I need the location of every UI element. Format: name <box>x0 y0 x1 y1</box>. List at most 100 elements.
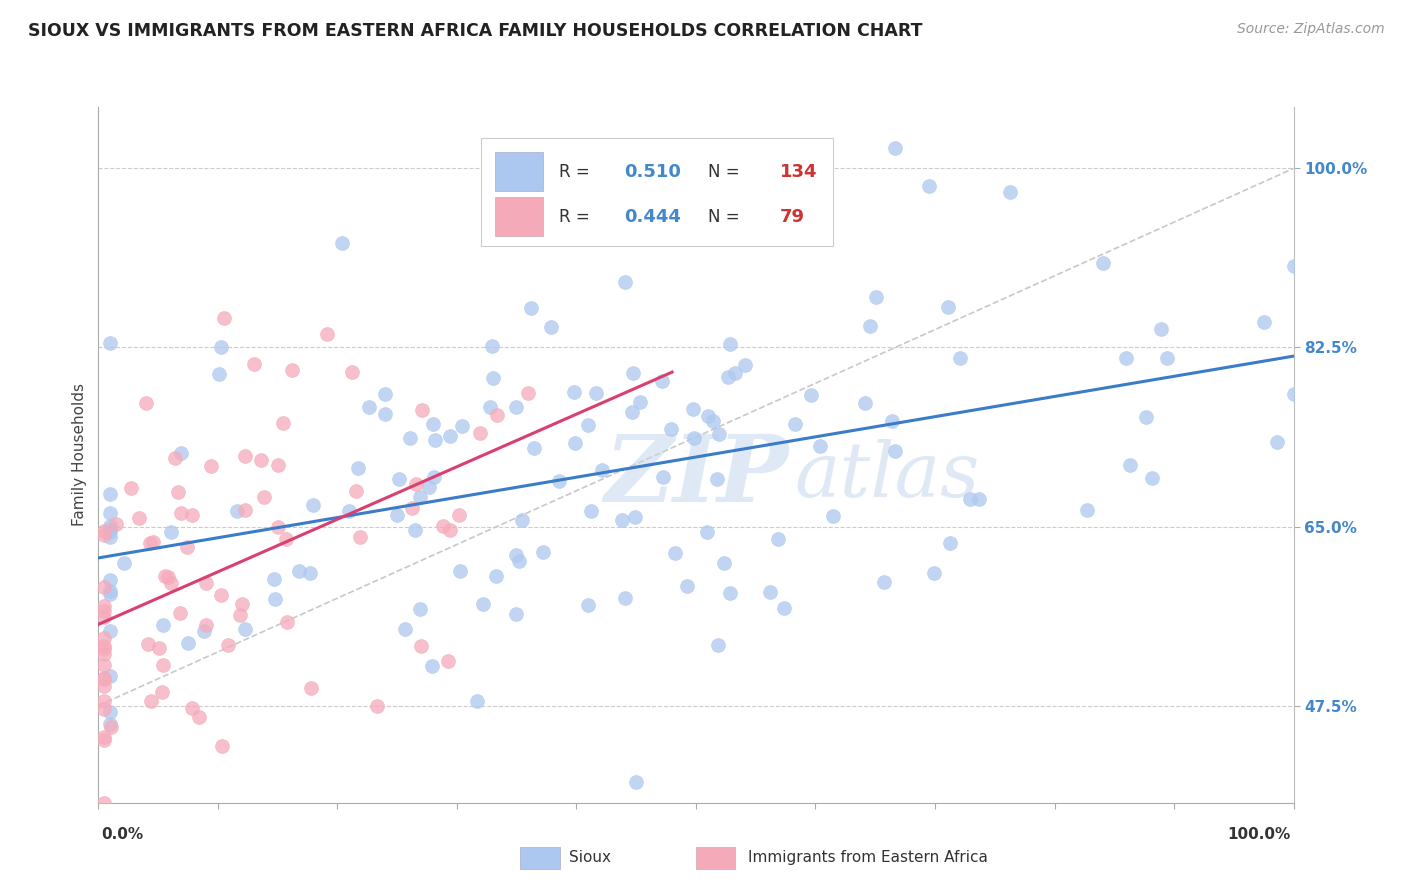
Point <box>98 336 122 351</box>
Text: N =: N = <box>709 208 745 226</box>
Point <box>1119 458 1142 472</box>
Point <box>193 624 215 639</box>
Point <box>93 733 115 747</box>
Point <box>485 569 508 583</box>
Point <box>969 491 991 506</box>
Point <box>346 483 368 498</box>
Point <box>211 739 233 753</box>
Point <box>624 510 647 524</box>
Point <box>405 476 427 491</box>
Text: 134: 134 <box>779 162 817 181</box>
Point <box>93 599 115 613</box>
Point <box>585 386 607 401</box>
Point <box>93 671 115 685</box>
Point <box>880 414 903 428</box>
Point <box>917 179 939 194</box>
Point <box>93 702 115 716</box>
Point <box>195 575 218 590</box>
Point <box>439 523 461 537</box>
Point <box>93 796 115 810</box>
Point <box>93 639 115 653</box>
Point <box>401 500 423 515</box>
Point <box>773 600 796 615</box>
Point <box>180 508 202 523</box>
Point <box>98 705 122 719</box>
Point <box>93 524 115 539</box>
Point <box>399 431 422 445</box>
Point <box>409 639 432 653</box>
Point <box>176 636 198 650</box>
Point <box>449 564 471 578</box>
Point <box>409 490 432 504</box>
Point <box>1282 386 1305 401</box>
Point <box>337 504 360 518</box>
Point <box>208 367 231 381</box>
Point <box>624 775 647 789</box>
Point <box>139 694 162 708</box>
Point <box>718 586 741 600</box>
Point <box>859 318 882 333</box>
Point <box>105 517 128 532</box>
Point <box>93 657 115 672</box>
Point <box>998 185 1021 199</box>
Point <box>152 618 174 632</box>
Point <box>387 508 409 523</box>
Point <box>229 607 252 622</box>
Point <box>613 276 636 290</box>
Point <box>576 598 599 612</box>
Point <box>821 508 844 523</box>
Point <box>299 681 322 695</box>
Point <box>93 672 115 686</box>
Point <box>93 603 115 617</box>
Point <box>288 564 311 578</box>
Point <box>263 572 285 586</box>
Point <box>449 508 471 523</box>
Point <box>884 443 907 458</box>
Point <box>579 504 602 518</box>
Point <box>330 236 353 251</box>
Point <box>718 337 741 351</box>
Point <box>628 395 651 409</box>
Point <box>233 450 256 464</box>
Point <box>157 570 180 584</box>
Text: SIOUX VS IMMIGRANTS FROM EASTERN AFRICA FAMILY HOUSEHOLDS CORRELATION CHART: SIOUX VS IMMIGRANTS FROM EASTERN AFRICA … <box>28 22 922 40</box>
Point <box>613 591 636 605</box>
Point <box>242 357 264 371</box>
Text: R =: R = <box>558 162 595 181</box>
Point <box>1265 435 1288 450</box>
Point <box>93 730 115 744</box>
Point <box>706 471 728 485</box>
Point <box>1282 259 1305 273</box>
Point <box>340 366 363 380</box>
Point <box>437 655 460 669</box>
Point <box>510 513 533 527</box>
Point <box>783 417 806 431</box>
Point <box>233 622 256 636</box>
Point <box>93 647 115 661</box>
Point <box>1140 471 1163 485</box>
Point <box>120 481 142 495</box>
Point <box>188 710 211 724</box>
FancyBboxPatch shape <box>495 197 543 235</box>
Text: Immigrants from Eastern Africa: Immigrants from Eastern Africa <box>748 850 988 864</box>
Point <box>808 439 831 453</box>
Point <box>411 403 433 417</box>
Point <box>357 401 380 415</box>
Point <box>1156 351 1178 365</box>
Point <box>1092 256 1115 270</box>
Point <box>209 588 232 602</box>
Point <box>651 375 673 389</box>
Text: 0.0%: 0.0% <box>101 827 143 841</box>
Point <box>253 490 276 504</box>
Point <box>481 339 503 353</box>
Point <box>470 425 492 440</box>
Point <box>768 532 790 546</box>
Point <box>610 513 633 527</box>
Text: R =: R = <box>558 208 595 226</box>
Text: Sioux: Sioux <box>569 850 612 864</box>
Point <box>165 451 187 466</box>
Point <box>702 414 724 428</box>
Point <box>366 698 388 713</box>
Point <box>420 659 443 673</box>
Text: atlas: atlas <box>794 439 980 513</box>
